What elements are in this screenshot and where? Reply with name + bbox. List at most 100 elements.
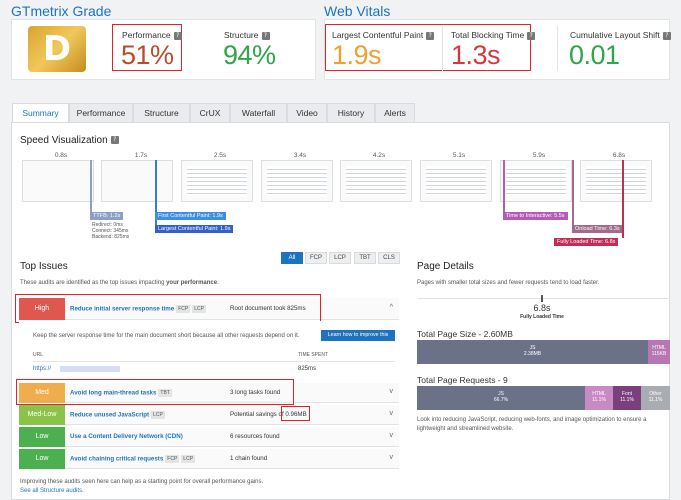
top-issues-title: Top Issues bbox=[20, 261, 68, 272]
fully-loaded-tick bbox=[541, 295, 543, 302]
filmstrip-frame[interactable] bbox=[500, 160, 572, 202]
help-icon: ? bbox=[261, 31, 270, 40]
savings-highlight bbox=[281, 406, 310, 421]
req-js-label: JS bbox=[498, 391, 504, 397]
filmstrip-frame[interactable] bbox=[261, 160, 333, 202]
frame-time: 0.8s bbox=[54, 152, 68, 159]
issue-title[interactable]: Avoid long main-thread tasks TBT bbox=[70, 389, 172, 397]
performance-label: Performance? bbox=[122, 30, 182, 40]
size-js-value: 2.38MB bbox=[523, 351, 542, 357]
redacted-url bbox=[60, 366, 120, 372]
tti-marker: Time to Interactive: 5.5s bbox=[503, 212, 568, 220]
issue-row[interactable]: Med Avoid long main-thread tasks TBT 3 lo… bbox=[19, 383, 399, 403]
issue-title[interactable]: Use a Content Delivery Network (CDN) bbox=[70, 433, 183, 440]
req-js-value: 66.7% bbox=[493, 397, 509, 403]
grade-letter: D bbox=[42, 29, 72, 69]
issue-row[interactable]: Low Avoid chaining critical requests FCP L… bbox=[19, 449, 399, 469]
tab-performance[interactable]: Performance bbox=[69, 103, 133, 123]
divider bbox=[33, 361, 395, 362]
size-html-segment: HTML 115KB bbox=[648, 340, 670, 364]
issue-row[interactable]: High Reduce initial server response time… bbox=[19, 298, 399, 320]
filter-cls[interactable]: CLS bbox=[378, 252, 400, 264]
frame-time: 1.7s bbox=[134, 152, 148, 159]
page-requests-title: Total Page Requests - 9 bbox=[417, 375, 508, 385]
connect-time: Connect: 345ms bbox=[92, 228, 129, 234]
fcp-line bbox=[155, 160, 157, 233]
tab-crux[interactable]: CrUX bbox=[190, 103, 230, 123]
expand-text: Keep the server response time for the ma… bbox=[33, 333, 300, 339]
tab-waterfall[interactable]: Waterfall bbox=[230, 103, 287, 123]
filmstrip-frame[interactable] bbox=[580, 160, 652, 202]
req-other-value: 11.1% bbox=[648, 397, 663, 403]
issue-row[interactable]: Med-Low Reduce unused JavaScript LCP Pote… bbox=[19, 405, 399, 425]
lcp-label: Largest Contentful Paint? bbox=[332, 30, 435, 40]
issue-title[interactable]: Reduce unused JavaScript LCP bbox=[70, 411, 165, 419]
help-icon: ? bbox=[662, 31, 671, 40]
filmstrip-frame[interactable] bbox=[340, 160, 412, 202]
chevron-down-icon[interactable]: v bbox=[389, 454, 394, 461]
req-font-segment: Font 11.1% bbox=[613, 386, 641, 410]
ttfb-marker: TTFB: 1.2s bbox=[90, 212, 124, 220]
filmstrip-frame[interactable] bbox=[22, 160, 94, 202]
req-js-segment: JS 66.7% bbox=[417, 386, 585, 410]
tab-video[interactable]: Video bbox=[287, 103, 327, 123]
size-html-label: HTML bbox=[652, 345, 666, 351]
chevron-down-icon[interactable]: v bbox=[389, 388, 394, 395]
filmstrip-frame[interactable] bbox=[101, 160, 173, 202]
tab-summary[interactable]: Summary bbox=[12, 103, 69, 123]
chevron-down-icon[interactable]: v bbox=[389, 432, 394, 439]
tab-structure[interactable]: Structure bbox=[133, 103, 190, 123]
tab-history[interactable]: History bbox=[327, 103, 375, 123]
severity-badge: Med bbox=[19, 383, 65, 403]
structure-audits-link[interactable]: See all Structure audits. bbox=[20, 488, 84, 494]
issue-title[interactable]: Avoid chaining critical requests FCP LCP bbox=[70, 455, 196, 463]
timeline-axis bbox=[418, 298, 668, 299]
issue-result: 6 resources found bbox=[230, 433, 280, 440]
chevron-down-icon[interactable]: v bbox=[389, 410, 394, 417]
col-url: URL bbox=[33, 352, 44, 358]
fcp-marker: First Contentful Paint: 1.9s bbox=[155, 212, 226, 220]
gtmetrix-grade-title: GTmetrix Grade bbox=[11, 3, 112, 19]
structure-value: 94% bbox=[223, 40, 276, 70]
help-icon: ? bbox=[173, 31, 182, 40]
filter-lcp[interactable]: LCP bbox=[329, 252, 351, 264]
issue-title[interactable]: Reduce initial server response time FCP LC… bbox=[70, 305, 206, 313]
frame-time: 4.2s bbox=[372, 152, 386, 159]
tti-line bbox=[503, 160, 505, 212]
chevron-up-icon[interactable]: ^ bbox=[389, 304, 393, 311]
web-vitals-title: Web Vitals bbox=[324, 3, 391, 19]
filmstrip-frame[interactable] bbox=[181, 160, 253, 202]
time-value: 825ms bbox=[298, 366, 317, 372]
vitals-highlight bbox=[325, 24, 531, 71]
issues-footer: Improving these audits seen here can hel… bbox=[20, 479, 264, 485]
severity-badge: Low bbox=[19, 449, 65, 469]
issue-row[interactable]: Low Use a Content Delivery Network (CDN)… bbox=[19, 427, 399, 447]
tab-alerts[interactable]: Alerts bbox=[375, 103, 415, 123]
severity-badge: Med-Low bbox=[19, 405, 65, 425]
redirect-time: Redirect: 0ms bbox=[92, 222, 123, 228]
high-issue-highlight bbox=[15, 294, 321, 323]
filter-fcp[interactable]: FCP bbox=[305, 252, 327, 264]
lcp-marker: Largest Contentful Paint: 1.9s bbox=[155, 225, 234, 233]
performance-highlight bbox=[112, 24, 182, 71]
performance-value: 51% bbox=[121, 40, 174, 70]
divider bbox=[557, 26, 558, 71]
filter-all[interactable]: All bbox=[281, 252, 303, 264]
frame-time: 2.5s bbox=[213, 152, 227, 159]
size-js-segment: JS 2.38MB bbox=[417, 340, 648, 364]
filter-tbt[interactable]: TBT bbox=[354, 252, 376, 264]
filmstrip-frame[interactable] bbox=[420, 160, 492, 202]
req-html-label: HTML bbox=[592, 391, 606, 397]
fully-loaded-marker: Fully Loaded Time: 6.8s bbox=[554, 238, 619, 246]
onload-line bbox=[572, 160, 574, 225]
learn-improve-button[interactable]: Learn how to improve this bbox=[321, 330, 395, 341]
help-icon: ? bbox=[527, 31, 536, 40]
ttfb-details: Redirect: 0ms Connect: 345ms Backend: 82… bbox=[92, 222, 129, 240]
issue-result: 1 chain found bbox=[230, 455, 268, 462]
top-issues-desc: These audits are identified as the top i… bbox=[20, 280, 219, 286]
page-size-title: Total Page Size - 2.60MB bbox=[417, 329, 513, 339]
fully-loaded-label: Fully Loaded Time bbox=[520, 314, 564, 320]
backend-time: Backend: 825ms bbox=[92, 234, 130, 240]
req-html-value: 11.1% bbox=[592, 397, 606, 403]
url-link[interactable]: https:// bbox=[33, 366, 52, 372]
